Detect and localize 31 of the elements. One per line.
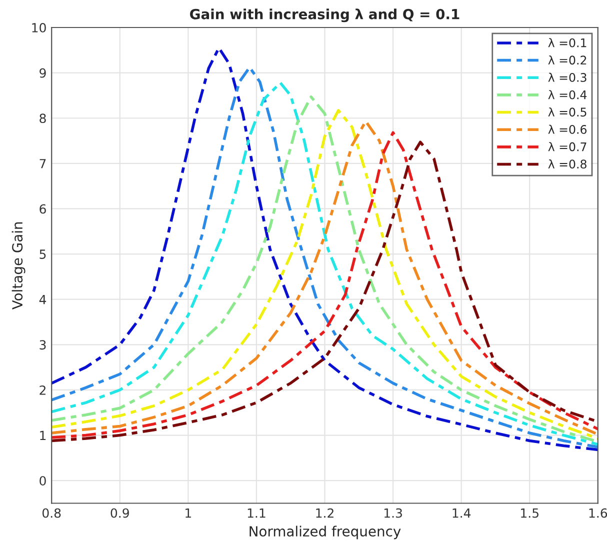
- legend-label: λ =0.3: [548, 72, 586, 82]
- x-tick-label: 0.9: [110, 508, 129, 518]
- x-axis-title: Normalized frequency: [250, 526, 401, 540]
- y-tick-label: 8: [40, 114, 46, 124]
- legend-label: λ =0.6: [548, 124, 587, 134]
- y-tick-label: 1: [40, 430, 46, 440]
- y-tick-label: 2: [40, 385, 46, 395]
- legend-label: λ =0.4: [548, 90, 587, 100]
- y-tick-label: 7: [40, 159, 46, 168]
- y-tick-label: 0: [40, 476, 46, 486]
- x-tick-label: 1.2: [316, 508, 334, 518]
- y-tick-label: 6: [40, 204, 46, 214]
- legend-label: λ =0.7: [548, 142, 586, 152]
- legend-label: λ =0.2: [548, 55, 586, 65]
- x-tick-label: 1.5: [521, 508, 538, 518]
- y-tick-label: 9: [40, 68, 46, 78]
- x-tick-label: 1.4: [452, 508, 471, 518]
- x-tick-label: 0.8: [42, 508, 61, 518]
- legend-label: λ =0.5: [548, 107, 586, 117]
- y-tick-label: 10: [32, 22, 46, 32]
- y-tick-label: 3: [40, 340, 46, 350]
- x-tick-label: 1.3: [384, 508, 402, 518]
- x-tick-label: 1: [186, 508, 191, 518]
- legend-label: λ =0.1: [548, 38, 586, 48]
- y-tick-label: 5: [40, 250, 46, 259]
- legend-label: λ =0.8: [548, 159, 586, 169]
- y-axis-title: Voltage Gain: [12, 222, 26, 310]
- y-tick-label: 4: [39, 294, 46, 304]
- x-tick-label: 1.1: [248, 508, 266, 518]
- chart-title: Gain with increasing λ and Q = 0.1: [190, 8, 460, 22]
- x-tick-label: 1.6: [589, 508, 607, 518]
